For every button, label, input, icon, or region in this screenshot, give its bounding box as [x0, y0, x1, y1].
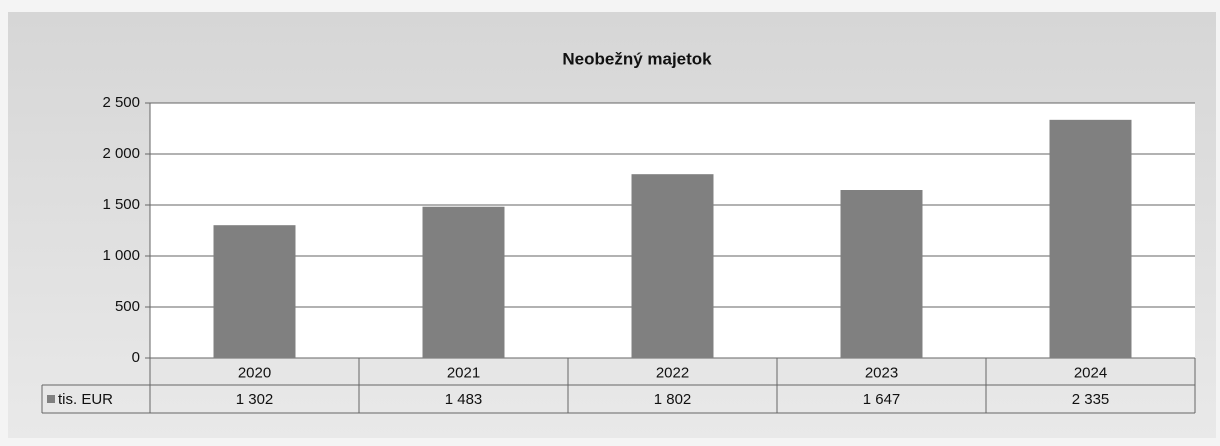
- y-tick-label: 500: [115, 298, 140, 315]
- x-tick-label: 2021: [447, 364, 480, 381]
- y-tick-label: 1 000: [102, 247, 140, 264]
- x-tick-label: 2023: [865, 364, 898, 381]
- bar: [1049, 119, 1132, 358]
- y-tick-label: 0: [132, 349, 140, 366]
- bar: [840, 190, 923, 358]
- chart-title: Neobežný majetok: [562, 49, 712, 68]
- x-tick-label: 2020: [238, 364, 271, 381]
- y-tick-label: 2 000: [102, 145, 140, 162]
- data-label: 2 335: [1072, 391, 1110, 408]
- y-tick-label: 1 500: [102, 196, 140, 213]
- y-tick-label: 2 500: [102, 94, 140, 111]
- x-tick-label: 2024: [1074, 364, 1107, 381]
- data-label: 1 302: [236, 391, 274, 408]
- legend-key: [47, 395, 55, 403]
- data-label: 1 802: [654, 391, 692, 408]
- bar: [422, 206, 505, 358]
- data-label: 1 647: [863, 391, 901, 408]
- x-tick-label: 2022: [656, 364, 689, 381]
- data-label: 1 483: [445, 391, 483, 408]
- legend-label: tis. EUR: [58, 391, 113, 408]
- bar: [631, 174, 714, 358]
- bar: [213, 225, 296, 358]
